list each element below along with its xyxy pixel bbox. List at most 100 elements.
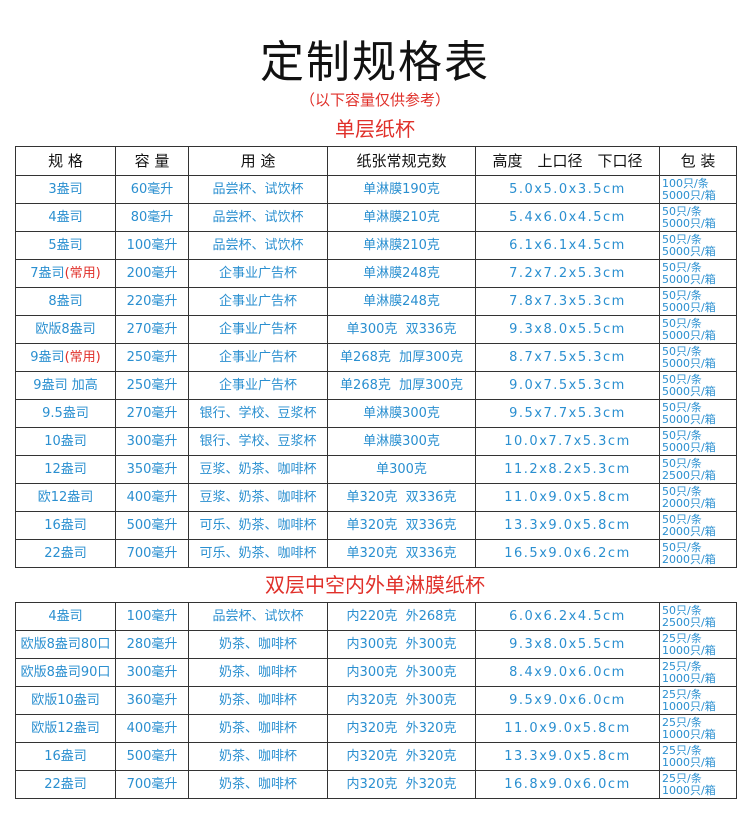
cell-size: 13.3x9.0x5.8cm [475,511,660,540]
cell-spec: 22盎司 [15,539,116,568]
pack-per-box: 1000只/箱 [662,671,716,685]
cell-use: 企事业广告杯 [188,259,328,288]
table-row: 欧12盎司 400毫升 豆浆、奶茶、咖啡杯 单320克 双336克 11.0x9.0x5… [15,483,737,512]
cell-capacity: 100毫升 [115,602,189,631]
cell-paper: 单320克 双336克 [327,511,476,540]
cell-paper: 内320克 外320克 [327,770,476,799]
cell-spec: 欧版8盎司80口 [15,630,116,659]
cell-size: 9.0x7.5x5.3cm [475,371,660,400]
cell-size: 7.8x7.3x5.3cm [475,287,660,316]
spec-text: 欧版8盎司80口 [20,637,111,652]
cell-use: 品尝杯、试饮杯 [188,203,328,232]
cell-spec: 8盎司 [15,287,116,316]
pack-per-strip: 50只/条 [662,603,702,617]
spec-text: 欧版8盎司 [35,322,96,337]
spec-text: 9盎司 加高 [33,378,98,393]
pack-per-strip: 25只/条 [662,771,702,785]
cell-size: 11.2x8.2x5.3cm [475,455,660,484]
cell-pack: 25只/条 1000只/箱 [659,658,737,687]
pack-per-strip: 100只/条 [662,176,709,190]
cell-pack: 25只/条 1000只/箱 [659,630,737,659]
cell-spec: 欧12盎司 [15,483,116,512]
cell-size: 11.0x9.0x5.8cm [475,714,660,743]
table-row: 8盎司 220毫升 企事业广告杯 单淋膜248克 7.8x7.3x5.3cm 50只/条 5… [15,287,737,316]
cell-capacity: 700毫升 [115,539,189,568]
spec-text: 22盎司 [44,777,87,792]
cell-use: 企事业广告杯 [188,343,328,372]
table-row: 欧版10盎司 360毫升 奶茶、咖啡杯 内320克 外300克 9.5x9.0x6.0c… [15,686,737,715]
table-row: 欧版8盎司 270毫升 企事业广告杯 单300克 双336克 9.3x8.0x5.5cm… [15,315,737,344]
pack-per-box: 1000只/箱 [662,699,716,713]
pack-per-box: 5000只/箱 [662,244,716,258]
cell-size: 9.5x7.7x5.3cm [475,399,660,428]
pack-per-box: 5000只/箱 [662,356,716,370]
cell-spec: 10盎司 [15,427,116,456]
table-row: 9.5盎司 270毫升 银行、学校、豆浆杯 单淋膜300克 9.5x7.7x5.3cm 5… [15,399,737,428]
cell-spec: 7盎司(常用) [15,259,116,288]
pack-per-box: 1000只/箱 [662,727,716,741]
cell-spec: 3盎司 [15,175,116,204]
pack-per-box: 2500只/箱 [662,468,716,482]
cell-spec: 欧版10盎司 [15,686,116,715]
cell-capacity: 300毫升 [115,427,189,456]
cell-use: 奶茶、咖啡杯 [188,630,328,659]
header-paper: 纸张常规克数 [327,146,476,176]
cell-paper: 单320克 双336克 [327,483,476,512]
pack-per-box: 2500只/箱 [662,615,716,629]
cell-paper: 单268克 加厚300克 [327,343,476,372]
spec-note: (常用) [64,350,101,365]
header-size: 高度 上口径 下口径 [475,146,660,176]
cell-use: 企事业广告杯 [188,287,328,316]
cell-spec: 9盎司 加高 [15,371,116,400]
page-title: 定制规格表 [260,37,490,88]
cell-pack: 50只/条 2000只/箱 [659,483,737,512]
pack-per-box: 2000只/箱 [662,496,716,510]
cell-spec: 5盎司 [15,231,116,260]
table-row: 16盎司 500毫升 可乐、奶茶、咖啡杯 单320克 双336克 13.3x9.0x5.… [15,511,737,540]
cell-pack: 50只/条 5000只/箱 [659,231,737,260]
spec-text: 3盎司 [48,182,83,197]
table-row: 22盎司 700毫升 可乐、奶茶、咖啡杯 单320克 双336克 16.5x9.0x6.… [15,539,737,568]
pack-per-strip: 50只/条 [662,260,702,274]
section-title-single: 单层纸杯 [335,117,415,141]
cell-pack: 25只/条 1000只/箱 [659,714,737,743]
page: 定制规格表 （以下容量仅供参考） 单层纸杯 规 格 容 量 用 途 纸张常规克数… [15,37,737,799]
single-layer-table: 规 格 容 量 用 途 纸张常规克数 高度 上口径 下口径 包 装 3盎司 60毫… [15,146,737,568]
pack-per-strip: 25只/条 [662,659,702,673]
cell-use: 奶茶、咖啡杯 [188,742,328,771]
cell-capacity: 280毫升 [115,630,189,659]
cell-paper: 单淋膜248克 [327,259,476,288]
table-row: 欧版12盎司 400毫升 奶茶、咖啡杯 内320克 外320克 11.0x9.0x5.8… [15,714,737,743]
cell-use: 品尝杯、试饮杯 [188,231,328,260]
pack-per-strip: 50只/条 [662,400,702,414]
cell-size: 9.3x8.0x5.5cm [475,630,660,659]
spec-text: 9.5盎司 [42,406,89,421]
table-row: 4盎司 100毫升 品尝杯、试饮杯 内220克 外268克 6.0x6.2x4.5cm 5… [15,602,737,631]
header-capacity: 容 量 [115,146,189,176]
cell-capacity: 80毫升 [115,203,189,232]
cell-paper: 内320克 外300克 [327,686,476,715]
pack-per-strip: 50只/条 [662,204,702,218]
table-row: 16盎司 500毫升 奶茶、咖啡杯 内320克 外320克 13.3x9.0x5.8cm… [15,742,737,771]
cell-pack: 50只/条 5000只/箱 [659,427,737,456]
cell-pack: 25只/条 1000只/箱 [659,686,737,715]
cell-use: 豆浆、奶茶、咖啡杯 [188,455,328,484]
pack-per-strip: 50只/条 [662,288,702,302]
table-row: 10盎司 300毫升 银行、学校、豆浆杯 单淋膜300克 10.0x7.7x5.3cm 5… [15,427,737,456]
pack-per-box: 1000只/箱 [662,755,716,769]
table-row: 9盎司(常用) 250毫升 企事业广告杯 单268克 加厚300克 8.7x7.5x5.… [15,343,737,372]
cell-capacity: 400毫升 [115,714,189,743]
cell-capacity: 300毫升 [115,658,189,687]
pack-per-strip: 50只/条 [662,372,702,386]
spec-text: 5盎司 [48,238,83,253]
pack-per-box: 5000只/箱 [662,216,716,230]
spec-text: 16盎司 [44,749,87,764]
pack-per-strip: 25只/条 [662,715,702,729]
cell-pack: 50只/条 5000只/箱 [659,203,737,232]
cell-capacity: 270毫升 [115,315,189,344]
spec-text: 欧12盎司 [37,490,94,505]
pack-per-strip: 50只/条 [662,232,702,246]
cell-size: 7.2x7.2x5.3cm [475,259,660,288]
table-row: 9盎司 加高 250毫升 企事业广告杯 单268克 加厚300克 9.0x7.5x5.3… [15,371,737,400]
cell-use: 银行、学校、豆浆杯 [188,399,328,428]
